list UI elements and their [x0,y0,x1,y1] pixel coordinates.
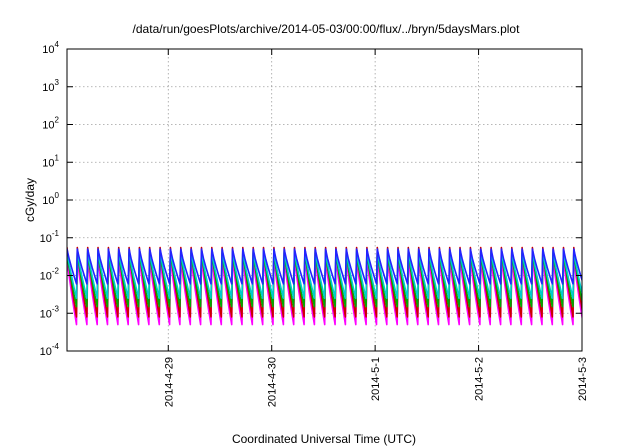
x-axis-label: Coordinated Universal Time (UTC) [232,432,416,446]
series-line [67,256,582,326]
y-tick-label: 103 [42,78,59,94]
x-tick-label: 2014-4-29 [163,357,175,407]
x-tick-label: 2014-5-2 [474,357,486,401]
series-line [67,250,582,299]
series-line [67,248,582,285]
y-tick-label: 10-3 [40,304,60,320]
data-series [67,246,582,326]
y-tick-label: 102 [42,116,59,132]
x-tick-label: 2014-5-1 [370,357,382,401]
chart-title: /data/run/goesPlots/archive/2014-05-03/0… [133,22,521,36]
x-axis: 2014-4-29 2014-4-30 2014-5-1 2014-5-2 2014-5… [163,49,589,407]
y-tick-label: 104 [42,40,59,56]
y-tick-label: 10-1 [40,229,60,245]
y-tick-label: 100 [42,191,59,207]
x-tick-label: 2014-5-3 [577,357,589,401]
y-tick-label: 101 [42,153,59,169]
x-tick-label: 2014-4-30 [267,357,279,407]
y-tick-label: 10-4 [40,342,60,358]
y-axis-label: cGy/day [23,178,37,222]
y-tick-label: 10-2 [40,267,60,283]
